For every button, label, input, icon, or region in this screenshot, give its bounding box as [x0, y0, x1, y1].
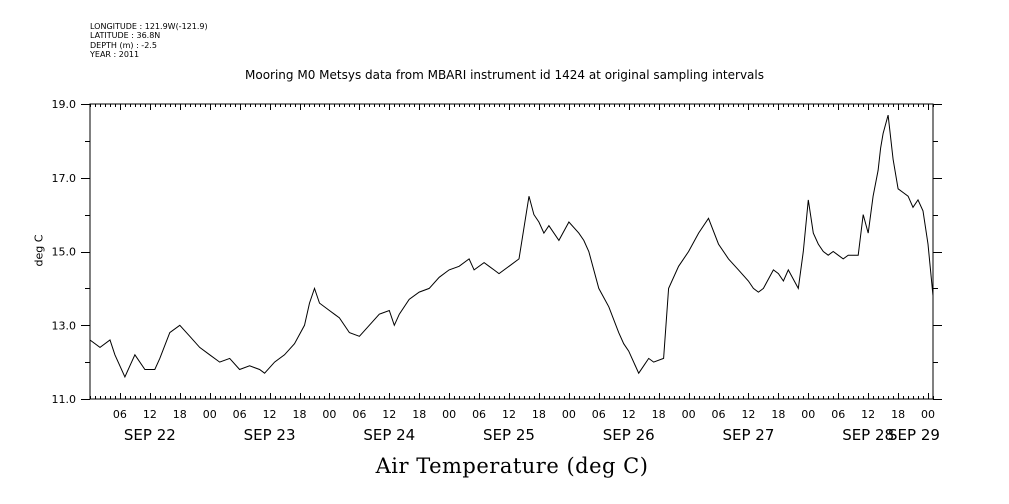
x-hour-tick-label: 12 — [502, 408, 516, 421]
x-day-label: SEP 22 — [124, 426, 176, 444]
x-hour-tick-label: 18 — [532, 408, 546, 421]
x-hour-tick-label: 00 — [203, 408, 217, 421]
x-hour-tick-label: 00 — [801, 408, 815, 421]
x-hour-tick-label: 12 — [382, 408, 396, 421]
x-hour-tick-label: 00 — [322, 408, 336, 421]
x-hour-tick-label: 00 — [682, 408, 696, 421]
x-day-label: SEP 27 — [722, 426, 774, 444]
x-day-label: SEP 29 — [888, 426, 940, 444]
x-hour-tick-label: 06 — [472, 408, 486, 421]
meta-longitude: LONGITUDE : 121.9W(-121.9) — [90, 22, 208, 31]
metadata-block: LONGITUDE : 121.9W(-121.9) LATITUDE : 36… — [90, 22, 208, 60]
x-hour-tick-label: 06 — [352, 408, 366, 421]
x-hour-tick-label: 12 — [741, 408, 755, 421]
x-hour-tick-label: 18 — [771, 408, 785, 421]
x-hour-tick-label: 00 — [442, 408, 456, 421]
y-tick-label: 13.0 — [52, 319, 77, 332]
y-tick-labels: 11.0 13.0 15.0 17.0 19.0 — [52, 98, 77, 406]
x-hour-tick-label: 06 — [113, 408, 127, 421]
x-axis-title: Air Temperature (deg C) — [375, 454, 649, 478]
x-day-label: SEP 26 — [603, 426, 655, 444]
day-labels: SEP 22 SEP 23 SEP 24 SEP 25 SEP 26 SEP 27 SEP … — [124, 426, 940, 444]
x-hour-tick-label: 12 — [861, 408, 875, 421]
y-tick-label: 17.0 — [52, 172, 77, 185]
y-tick-label: 19.0 — [52, 98, 77, 111]
x-day-label: SEP 24 — [363, 426, 415, 444]
x-tick-labels: 06 12 18 00 06 12 18 00 06 12 18 00 06 12 18 00 06 12 18 00… — [113, 408, 935, 421]
x-hour-tick-label: 18 — [652, 408, 666, 421]
air-temperature-line — [89, 114, 934, 379]
x-hour-tick-label: 12 — [263, 408, 277, 421]
plot-frame — [89, 103, 934, 400]
meta-depth: DEPTH (m) : -2.5 — [90, 40, 157, 50]
x-day-label: SEP 25 — [483, 426, 535, 444]
x-hour-tick-label: 12 — [143, 408, 157, 421]
x-hour-tick-label: 18 — [412, 408, 426, 421]
x-day-label: SEP 28 — [842, 426, 894, 444]
chart-title: Mooring M0 Metsys data from MBARI instru… — [245, 68, 764, 82]
meta-year: YEAR : 2011 — [90, 50, 140, 60]
y-tick-label: 11.0 — [52, 393, 77, 406]
x-hour-tick-label: 00 — [921, 408, 935, 421]
x-hour-tick-label: 18 — [173, 408, 187, 421]
x-hour-tick-label: 06 — [831, 408, 845, 421]
x-hour-tick-label: 06 — [592, 408, 606, 421]
x-hour-tick-label: 06 — [233, 408, 247, 421]
tick-marks — [81, 104, 942, 400]
meta-latitude: LATITUDE : 36.8N — [90, 31, 161, 41]
y-tick-label: 15.0 — [52, 246, 77, 259]
x-hour-tick-label: 12 — [622, 408, 636, 421]
x-hour-tick-label: 06 — [712, 408, 726, 421]
x-hour-tick-label: 18 — [891, 408, 905, 421]
x-day-label: SEP 23 — [244, 426, 296, 444]
x-hour-tick-label: 00 — [562, 408, 576, 421]
x-hour-tick-label: 18 — [293, 408, 307, 421]
